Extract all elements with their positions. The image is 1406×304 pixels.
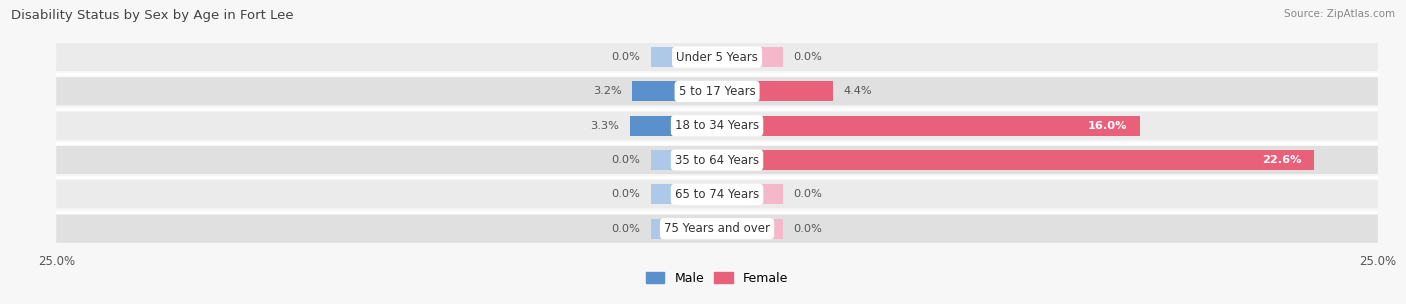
FancyBboxPatch shape <box>56 180 1378 209</box>
Text: 0.0%: 0.0% <box>612 155 640 165</box>
Text: Under 5 Years: Under 5 Years <box>676 50 758 64</box>
Text: 16.0%: 16.0% <box>1087 121 1126 131</box>
Bar <box>717 150 1315 170</box>
Bar <box>651 150 717 170</box>
Bar <box>651 219 717 239</box>
Bar <box>633 81 717 101</box>
Text: 0.0%: 0.0% <box>612 52 640 62</box>
Bar <box>717 116 1140 136</box>
FancyBboxPatch shape <box>56 146 1378 174</box>
Text: 35 to 64 Years: 35 to 64 Years <box>675 154 759 167</box>
FancyBboxPatch shape <box>56 215 1378 243</box>
Text: Source: ZipAtlas.com: Source: ZipAtlas.com <box>1284 9 1395 19</box>
Legend: Male, Female: Male, Female <box>641 267 793 290</box>
Text: 3.3%: 3.3% <box>591 121 619 131</box>
Text: 75 Years and over: 75 Years and over <box>664 222 770 235</box>
Text: 0.0%: 0.0% <box>794 52 823 62</box>
Bar <box>651 185 717 204</box>
Text: 0.0%: 0.0% <box>794 189 823 199</box>
Text: 5 to 17 Years: 5 to 17 Years <box>679 85 755 98</box>
Text: 0.0%: 0.0% <box>794 224 823 234</box>
Text: 65 to 74 Years: 65 to 74 Years <box>675 188 759 201</box>
FancyBboxPatch shape <box>56 77 1378 105</box>
Bar <box>717 185 783 204</box>
FancyBboxPatch shape <box>56 43 1378 71</box>
Bar <box>651 47 717 67</box>
Text: 22.6%: 22.6% <box>1261 155 1301 165</box>
FancyBboxPatch shape <box>56 112 1378 140</box>
Text: 0.0%: 0.0% <box>612 189 640 199</box>
Bar <box>717 81 834 101</box>
Bar <box>630 116 717 136</box>
Text: 4.4%: 4.4% <box>844 86 873 96</box>
Bar <box>717 47 783 67</box>
Text: 0.0%: 0.0% <box>612 224 640 234</box>
Bar <box>717 219 783 239</box>
Text: 3.2%: 3.2% <box>593 86 621 96</box>
Text: 18 to 34 Years: 18 to 34 Years <box>675 119 759 132</box>
Text: Disability Status by Sex by Age in Fort Lee: Disability Status by Sex by Age in Fort … <box>11 9 294 22</box>
